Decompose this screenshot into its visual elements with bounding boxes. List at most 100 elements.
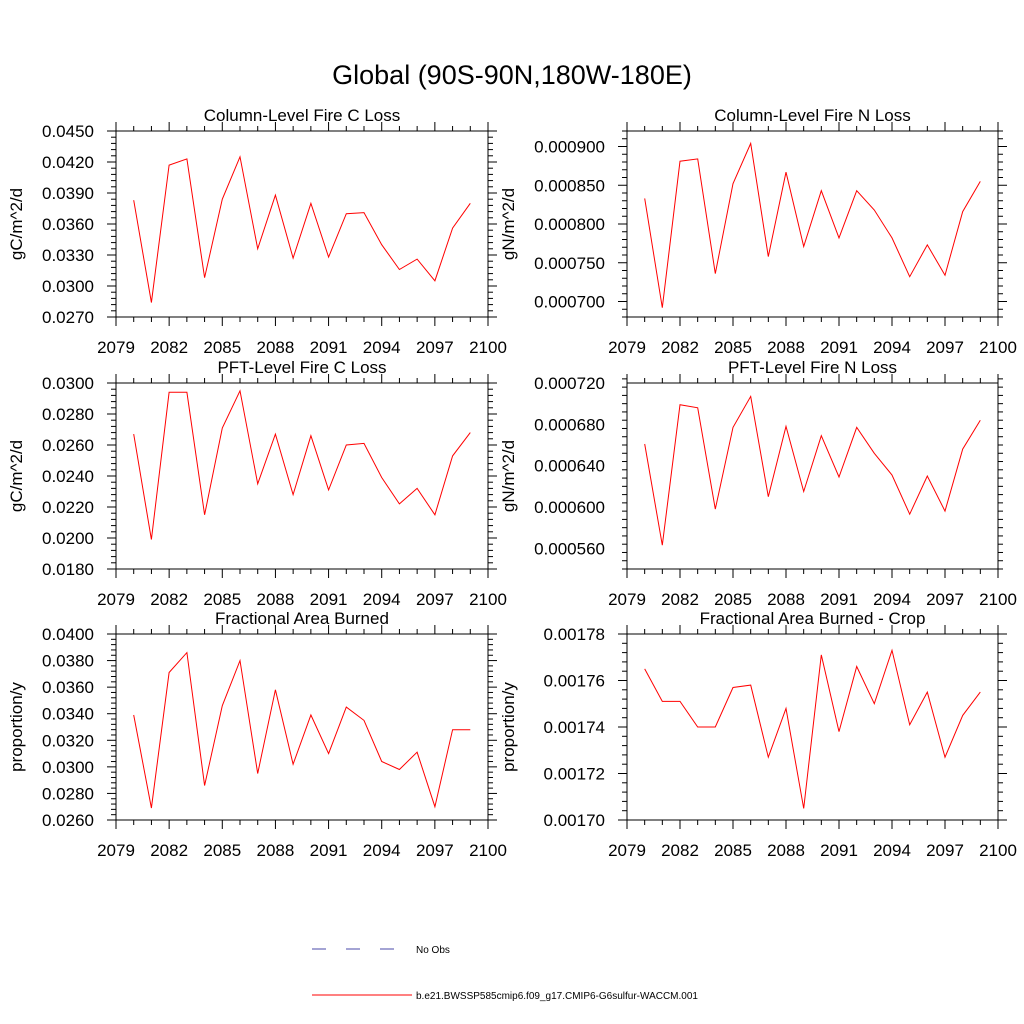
panel-title: PFT-Level Fire N Loss <box>728 358 897 377</box>
x-tick-label: 2091 <box>310 590 348 609</box>
x-tick-label: 2094 <box>363 590 401 609</box>
x-tick-label: 2100 <box>469 590 507 609</box>
x-tick-label: 2097 <box>926 590 964 609</box>
y-tick-label: 0.0240 <box>42 467 94 486</box>
y-tick-label: 0.0450 <box>42 122 94 141</box>
x-tick-label: 2088 <box>257 590 295 609</box>
series-line <box>133 155 471 303</box>
x-tick-label: 2094 <box>873 841 911 860</box>
x-tick-label: 2079 <box>608 841 646 860</box>
panel-column-fire-c: 2079 2082 2085 2088 2091 2094 2097 2100 0.0270 0.… <box>7 106 507 357</box>
plot-frame <box>626 130 999 318</box>
legend-model-run-label: b.e21.BWSSP585cmip6.f09_g17.CMIP6-G6sulf… <box>416 991 698 1002</box>
series-line <box>133 651 471 809</box>
x-tick-label: 2085 <box>203 841 241 860</box>
y-tick-label: 0.000850 <box>534 176 605 195</box>
panel-title: Fractional Area Burned - Crop <box>700 609 926 628</box>
x-tick-label: 2079 <box>97 590 135 609</box>
x-tick-label: 2094 <box>363 338 401 357</box>
y-tick-label: 0.00174 <box>544 718 605 737</box>
x-tick-label: 2085 <box>203 338 241 357</box>
y-tick-label: 0.0270 <box>42 308 94 327</box>
panel-pft-fire-n: 2079 2082 2085 2088 2091 2094 2097 2100 0.000560… <box>499 358 1017 609</box>
x-tick-label: 2082 <box>150 590 188 609</box>
series-line <box>644 394 981 546</box>
y-tick-label: 0.0390 <box>42 184 94 203</box>
x-tick-label: 2082 <box>661 841 699 860</box>
y-tick-label: 0.0220 <box>42 498 94 517</box>
panel-pft-fire-c: 2079 2082 2085 2088 2091 2094 2097 2100 0.0180 0.… <box>7 358 507 609</box>
x-tick-label: 2097 <box>926 338 964 357</box>
y-tick-label: 0.0280 <box>42 784 94 803</box>
x-tick-label: 2082 <box>661 590 699 609</box>
chart-panels: 2079 2082 2085 2088 2091 2094 2097 2100 0.0270 0.… <box>7 106 1017 860</box>
x-tick-label: 2085 <box>203 590 241 609</box>
legend: No Obs b.e21.BWSSP585cmip6.f09_g17.CMIP6… <box>312 945 698 1002</box>
plot-frame <box>115 130 489 318</box>
plot-frame <box>115 633 489 821</box>
y-tick-label: 0.0420 <box>42 153 94 172</box>
x-tick-label: 2085 <box>714 590 752 609</box>
y-axis-label: gN/m^2/d <box>499 188 518 260</box>
x-tick-label: 2088 <box>767 590 805 609</box>
x-tick-label: 2094 <box>873 590 911 609</box>
y-tick-label: 0.00170 <box>544 811 605 830</box>
y-tick-label: 0.000600 <box>534 498 605 517</box>
panel-title: PFT-Level Fire C Loss <box>217 358 386 377</box>
y-axis-label: gC/m^2/d <box>7 188 26 260</box>
x-tick-label: 2100 <box>469 338 507 357</box>
x-tick-label: 2094 <box>363 841 401 860</box>
x-tick-label: 2085 <box>714 841 752 860</box>
x-tick-label: 2082 <box>150 841 188 860</box>
x-tick-label: 2097 <box>416 338 454 357</box>
y-tick-label: 0.0340 <box>42 705 94 724</box>
x-tick-label: 2085 <box>714 338 752 357</box>
y-tick-label: 0.000700 <box>534 293 605 312</box>
panel-column-fire-n: 2079 2082 2085 2088 2091 2094 2097 2100 0.000700… <box>499 106 1017 357</box>
y-tick-label: 0.00176 <box>544 672 605 691</box>
x-tick-label: 2088 <box>767 338 805 357</box>
legend-no-obs-label: No Obs <box>416 945 450 956</box>
x-tick-label: 2082 <box>150 338 188 357</box>
plot-frame <box>626 633 999 821</box>
x-tick-label: 2079 <box>608 590 646 609</box>
y-tick-label: 0.0300 <box>42 374 94 393</box>
y-tick-label: 0.0400 <box>42 625 94 644</box>
y-tick-label: 0.0260 <box>42 811 94 830</box>
y-tick-label: 0.0200 <box>42 529 94 548</box>
page-title: Global (90S-90N,180W-180E) <box>332 60 692 90</box>
x-tick-label: 2088 <box>767 841 805 860</box>
panel-title: Column-Level Fire C Loss <box>204 106 401 125</box>
x-tick-label: 2079 <box>97 841 135 860</box>
x-tick-label: 2097 <box>926 841 964 860</box>
y-tick-label: 0.000900 <box>534 138 605 157</box>
x-tick-label: 2088 <box>257 338 295 357</box>
y-tick-label: 0.0330 <box>42 246 94 265</box>
x-tick-label: 2091 <box>820 841 858 860</box>
x-tick-label: 2100 <box>979 338 1017 357</box>
y-tick-label: 0.000720 <box>534 374 605 393</box>
y-tick-label: 0.000800 <box>534 215 605 234</box>
panel-title: Column-Level Fire N Loss <box>714 106 911 125</box>
y-tick-label: 0.000560 <box>534 539 605 558</box>
x-tick-label: 2100 <box>469 841 507 860</box>
y-tick-label: 0.00172 <box>544 765 605 784</box>
y-tick-label: 0.0380 <box>42 652 94 671</box>
x-tick-label: 2079 <box>97 338 135 357</box>
x-tick-label: 2091 <box>310 841 348 860</box>
x-tick-label: 2079 <box>608 338 646 357</box>
y-tick-label: 0.0360 <box>42 215 94 234</box>
x-tick-label: 2100 <box>979 590 1017 609</box>
y-axis-label: proportion/y <box>499 682 518 772</box>
series-line <box>133 389 471 540</box>
x-tick-label: 2082 <box>661 338 699 357</box>
x-tick-label: 2097 <box>416 841 454 860</box>
x-tick-label: 2091 <box>820 590 858 609</box>
y-tick-label: 0.0360 <box>42 678 94 697</box>
plot-frame <box>626 382 999 570</box>
y-tick-label: 0.00178 <box>544 625 605 644</box>
x-tick-label: 2097 <box>416 590 454 609</box>
y-tick-label: 0.000750 <box>534 254 605 273</box>
series-line <box>644 648 981 809</box>
